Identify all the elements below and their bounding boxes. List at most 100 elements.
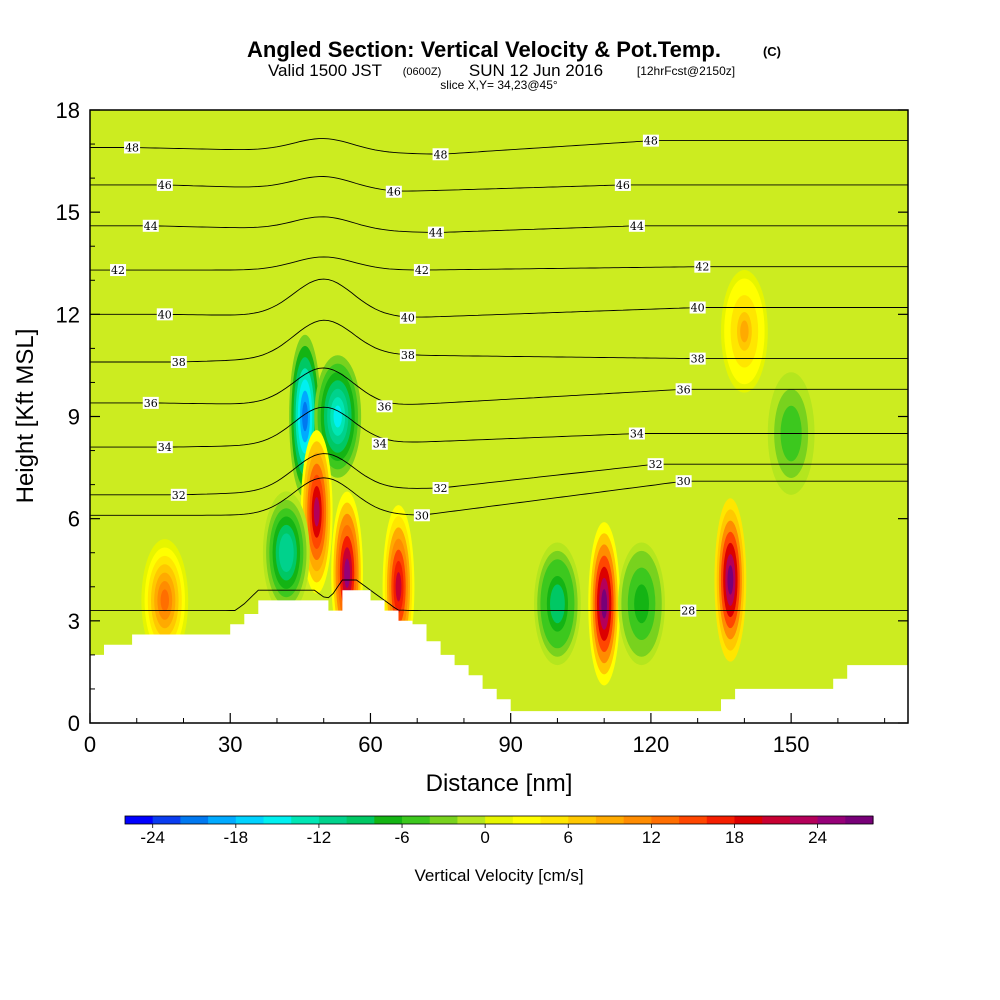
- colorbar-tick-label: -12: [307, 828, 332, 847]
- y-tick-label: 0: [68, 711, 80, 736]
- contour-label-text: 36: [144, 397, 158, 410]
- contour-label: 34: [371, 437, 388, 451]
- contour-label-text: 32: [649, 458, 663, 471]
- contour-label: 48: [642, 134, 659, 148]
- contour-label-box: [413, 264, 430, 277]
- contour-label: 46: [385, 185, 402, 199]
- contour-label-text: 42: [695, 261, 709, 274]
- contour-label-text: 38: [691, 353, 705, 366]
- contour-label-text: 30: [415, 509, 429, 522]
- colorbar-segment: [706, 816, 736, 824]
- velocity-cell: [618, 542, 665, 666]
- contour-label: 34: [628, 427, 645, 441]
- theta-contour-34: [90, 406, 908, 448]
- velocity-cell: [141, 539, 189, 662]
- colorbar-title: Vertical Velocity [cm/s]: [414, 866, 583, 885]
- contour-label-text: 44: [429, 227, 443, 240]
- theta-contour-42: [90, 256, 908, 271]
- colorbar-tick-label: -18: [224, 828, 249, 847]
- contour-label-text: 42: [111, 264, 125, 277]
- contour-label-box: [156, 178, 173, 191]
- contour-label-box: [680, 604, 697, 617]
- colorbar-segment: [152, 816, 181, 824]
- velocity-band: [333, 405, 342, 428]
- theta-contour-labels: 48 48 48 46 46 46 44 44 44 42 42 42 40 40 40 38 38 38 36 36…: [110, 134, 711, 618]
- contour-label: 28: [680, 604, 697, 618]
- theta-contour-30: [90, 477, 908, 516]
- contour-label-text: 42: [415, 264, 429, 277]
- y-tick-label: 9: [68, 405, 80, 430]
- colorbar-segment: [318, 816, 348, 824]
- contour-label-text: 36: [377, 400, 391, 413]
- colorbar-segment: [734, 816, 763, 824]
- contour-label-box: [628, 427, 645, 440]
- contour-label-text: 30: [677, 475, 691, 488]
- contour-label-box: [376, 400, 393, 413]
- plot-area: 48 48 48 46 46 46 44 44 44 42 42 42 40 40 40 38 38 38 36 36…: [90, 110, 908, 723]
- subtitle-date: SUN 12 Jun 2016: [469, 61, 603, 80]
- colorbar-tick-label: 12: [642, 828, 661, 847]
- colorbar-segment: [457, 816, 486, 824]
- contour-label: 44: [628, 219, 645, 233]
- contour-label-text: 40: [401, 312, 415, 325]
- colorbar-segment: [429, 816, 459, 824]
- contour-label-text: 46: [616, 179, 630, 192]
- contour-label-box: [675, 475, 692, 488]
- contour-label: 36: [675, 383, 692, 396]
- x-axis: 0 30 60 90 120 150: [84, 713, 886, 757]
- contour-label-box: [427, 226, 444, 239]
- contour-label-box: [156, 308, 173, 321]
- contour-label-box: [675, 383, 692, 396]
- contour-label-text: 40: [158, 308, 172, 321]
- contour-label-box: [124, 141, 141, 154]
- colorbar-segment: [208, 816, 237, 824]
- contour-label-text: 28: [681, 605, 695, 618]
- contour-label-text: 34: [158, 441, 172, 454]
- contour-label-text: 48: [644, 135, 658, 148]
- x-tick-label: 60: [358, 732, 382, 757]
- subtitle-utc-time: (0600Z): [403, 66, 442, 78]
- velocity-cell: [534, 542, 581, 666]
- velocity-band: [395, 572, 402, 602]
- colorbar-segment: [512, 816, 542, 824]
- theta-contour-40: [90, 278, 908, 318]
- contour-label: 34: [156, 441, 173, 454]
- velocity-band: [553, 592, 562, 615]
- contour-label-box: [689, 301, 706, 314]
- x-axis-title: Distance [nm]: [426, 770, 573, 797]
- x-tick-label: 120: [633, 732, 670, 757]
- contour-label: 36: [376, 400, 393, 413]
- contour-label: 36: [142, 396, 159, 410]
- contour-label: 32: [647, 458, 664, 471]
- velocity-cell: [714, 498, 747, 662]
- contour-label-box: [156, 441, 173, 454]
- contour-label-box: [647, 458, 664, 471]
- y-tick-label: 6: [68, 507, 80, 532]
- contour-label: 38: [399, 349, 416, 362]
- colorbar-segment: [291, 816, 320, 824]
- contour-label: 48: [124, 141, 141, 154]
- colorbar-segment: [762, 816, 791, 824]
- colorbar-segment: [346, 816, 375, 824]
- contour-label-text: 44: [144, 220, 158, 233]
- contour-label-text: 40: [691, 302, 705, 315]
- velocity-band: [282, 541, 291, 564]
- contour-label-box: [110, 264, 127, 277]
- contour-label: 40: [156, 308, 173, 321]
- colorbar-segment: [651, 816, 680, 824]
- theta-contour-28: [90, 579, 908, 612]
- contour-label: 40: [689, 301, 706, 315]
- contour-label: 44: [427, 226, 444, 240]
- colorbar-segment: [263, 816, 292, 824]
- contour-label-box: [142, 396, 159, 409]
- colorbar: -24 -18 -12 -6 0 6 12 18 24: [124, 815, 874, 847]
- y-tick-label: 18: [56, 98, 80, 123]
- colorbar-segment: [235, 816, 265, 824]
- velocity-band: [727, 565, 734, 595]
- contour-label-box: [142, 219, 159, 232]
- colorbar-tick-label: -24: [140, 828, 165, 847]
- subtitle-forecast: [12hrFcst@2150z]: [637, 64, 735, 78]
- contour-label: 48: [432, 148, 449, 161]
- x-tick-label: 90: [498, 732, 522, 757]
- contour-label: 32: [170, 488, 187, 502]
